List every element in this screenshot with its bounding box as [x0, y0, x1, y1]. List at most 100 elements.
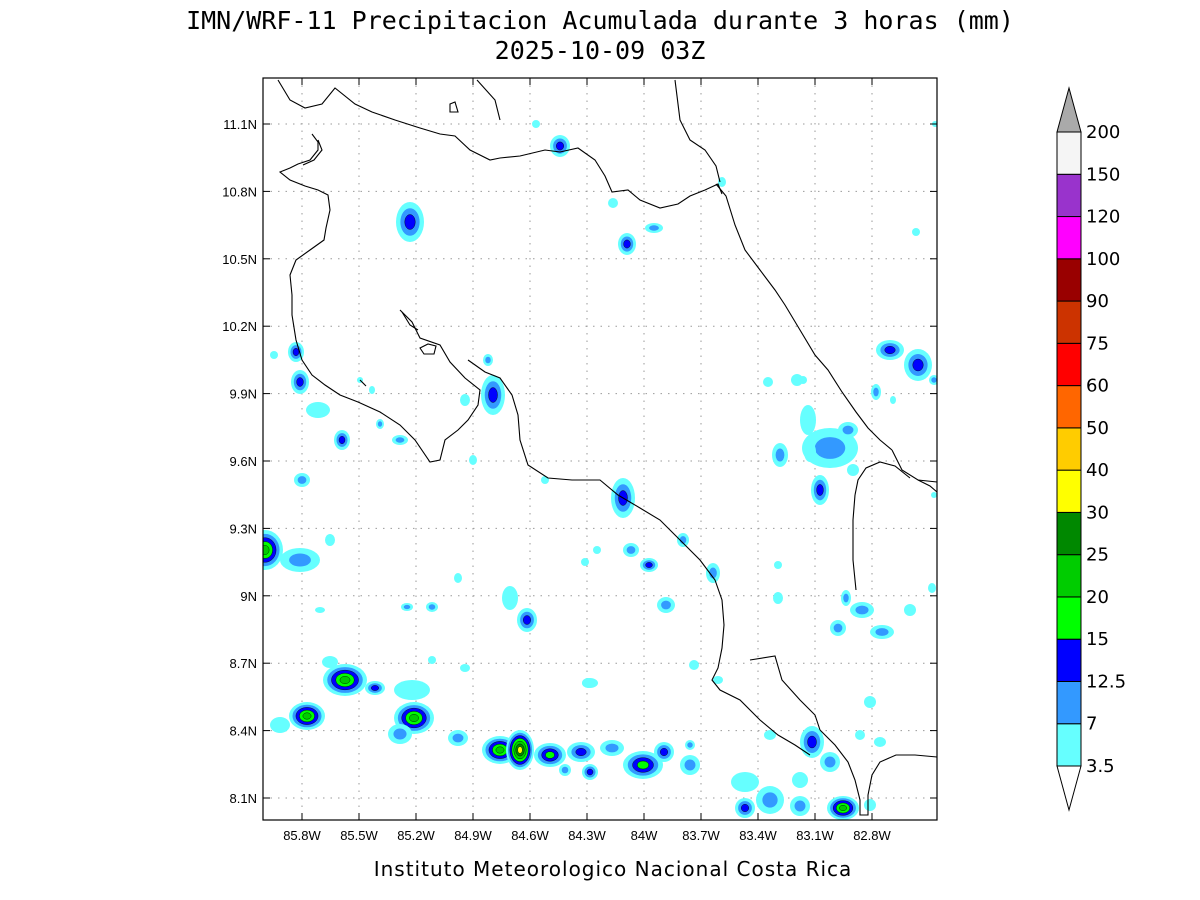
- precip-cell: [388, 724, 412, 744]
- precip-cell: [928, 583, 936, 593]
- precip-cell: [608, 198, 618, 208]
- precip-cell: [654, 742, 674, 762]
- precip-cell: [731, 772, 759, 792]
- x-tick-label: 85.5W: [340, 828, 378, 843]
- map-title: IMN/WRF-11 Precipitacion Acumulada duran…: [186, 6, 1014, 35]
- colorbar-level-label: 120: [1086, 207, 1120, 228]
- precip-cell: [392, 435, 408, 445]
- precip-cell: [428, 656, 436, 664]
- precip-cell: [890, 396, 896, 404]
- x-tick-label: 82.8W: [853, 828, 891, 843]
- colorbar-level-label: 30: [1086, 502, 1109, 523]
- colorbar-level-label: 50: [1086, 418, 1109, 439]
- x-tick-label: 85.8W: [283, 828, 321, 843]
- precip-cell: [830, 620, 846, 636]
- precip-cell: [315, 607, 325, 613]
- plot-frame: [262, 77, 938, 821]
- x-tick-label: 83.4W: [739, 828, 777, 843]
- colorbar-swatch: [1056, 511, 1082, 556]
- y-axis: 11.1N 10.8N 10.5N 10.2N 9.9N 9.6N 9.3N 9N 8.7N 8.…: [222, 117, 937, 806]
- precip-cell: [623, 751, 663, 779]
- y-tick-label: 8.4N: [230, 724, 257, 739]
- precip-cell: [322, 656, 338, 668]
- precip-cell: [306, 402, 330, 418]
- colorbar-underflow-arrow: [1056, 765, 1082, 812]
- precip-cell: [334, 430, 350, 450]
- colorbar-level-label: 12.5: [1086, 671, 1126, 692]
- precip-cell: [369, 386, 375, 394]
- precip-cell: [876, 340, 904, 360]
- y-tick-label: 9N: [240, 589, 257, 604]
- precip-cell: [481, 375, 505, 415]
- precip-cell: [469, 455, 477, 465]
- precip-cell: [774, 561, 782, 569]
- precip-cell: [931, 492, 937, 498]
- colorbar-level-label: 15: [1086, 629, 1109, 650]
- x-tick-label: 84W: [631, 828, 658, 843]
- precip-cell: [685, 740, 695, 750]
- colorbar-level-label: 7: [1086, 714, 1097, 735]
- colorbar-swatch: [1056, 258, 1082, 302]
- precip-cell: [559, 764, 571, 776]
- precip-cell: [904, 349, 932, 381]
- precip-cell: [323, 664, 367, 696]
- colorbar-level-label: 100: [1086, 249, 1120, 270]
- precip-cell: [870, 625, 894, 639]
- colorbar-level-label: 25: [1086, 545, 1109, 566]
- precip-cell: [582, 764, 598, 780]
- colorbar-swatch: [1056, 554, 1082, 598]
- precip-cell: [791, 374, 803, 386]
- precip-cell: [820, 752, 840, 772]
- precip-cell: [401, 603, 413, 611]
- precip-cell: [460, 664, 470, 672]
- colorbar-level-label: 200: [1086, 122, 1120, 143]
- colorbar-swatch: [1056, 469, 1082, 513]
- precip-cell: [506, 730, 534, 770]
- x-axis: 85.8W 85.5W 85.2W 84.9W 84.6W 84.3W 84W 83.7W 83…: [283, 78, 892, 843]
- x-tick-label: 84.3W: [568, 828, 606, 843]
- precip-cell: [517, 608, 537, 632]
- precip-cell: [706, 563, 720, 583]
- precip-cell: [790, 796, 810, 816]
- precip-cell: [677, 533, 689, 547]
- colorbar-swatch: [1056, 723, 1082, 767]
- colorbar-level-label: 90: [1086, 291, 1109, 312]
- y-tick-label: 10.8N: [222, 184, 257, 199]
- y-tick-label: 11.1N: [223, 117, 257, 132]
- colorbar-level-label: 75: [1086, 333, 1109, 354]
- precip-cell: [689, 660, 699, 670]
- map-subtitle-date: 2025-10-09 03Z: [495, 36, 706, 65]
- precip-cell: [270, 351, 278, 359]
- precip-cell: [800, 405, 816, 435]
- precip-cell: [640, 558, 658, 572]
- precip-cell: [291, 370, 309, 394]
- colorbar-swatch: [1056, 173, 1082, 218]
- precip-cell: [855, 730, 865, 740]
- colorbar-level-label: 60: [1086, 376, 1109, 397]
- precip-cell: [764, 730, 776, 740]
- x-tick-label: 85.2W: [397, 828, 435, 843]
- precip-cell: [763, 377, 773, 387]
- colorbar-swatch: [1056, 427, 1082, 471]
- precip-cell: [735, 798, 755, 818]
- precip-cell: [811, 475, 829, 505]
- colorbar-legend: 3.5 7 12.5 15 20 25 30 40 50 60 75 90 100 120 150 200: [1056, 86, 1126, 812]
- precip-cell: [847, 464, 859, 476]
- y-tick-label: 10.5N: [222, 252, 257, 267]
- x-tick-label: 84.9W: [454, 828, 492, 843]
- y-tick-label: 8.7N: [230, 656, 257, 671]
- x-tick-label: 84.6W: [511, 828, 549, 843]
- colorbar-swatch: [1056, 385, 1082, 429]
- colorbar-swatch: [1056, 596, 1082, 640]
- precip-cell: [294, 473, 310, 487]
- colorbar-swatch: [1056, 300, 1082, 344]
- colorbar-swatch: [1056, 680, 1082, 725]
- coastlines: [277, 79, 938, 816]
- credit-text: Instituto Meteorologico Nacional Costa R…: [374, 857, 853, 881]
- precip-cell: [645, 223, 663, 233]
- precip-cell: [263, 530, 283, 570]
- precipitation-field: [263, 120, 937, 820]
- precip-cell: [657, 597, 675, 613]
- precip-cell: [376, 419, 384, 429]
